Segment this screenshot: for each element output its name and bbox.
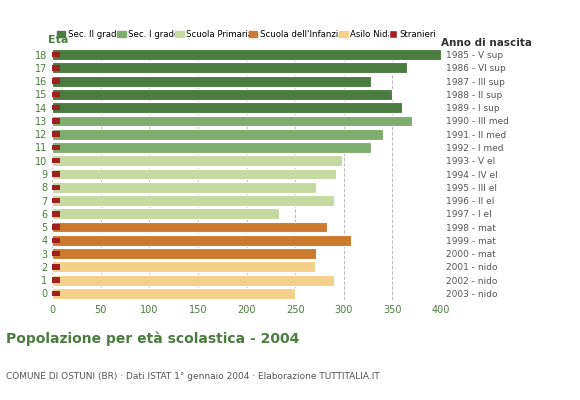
Bar [52,142,371,153]
Bar [52,89,392,100]
Bar [52,118,60,124]
Legend: Sec. II grado, Sec. I grado, Scuola Primaria, Scuola dell'Infanzia, Asilo Nido, : Sec. II grado, Sec. I grado, Scuola Prim… [56,30,437,39]
Bar [52,171,60,177]
Bar [52,195,334,206]
Text: Popolazione per età scolastica - 2004: Popolazione per età scolastica - 2004 [6,332,299,346]
Bar [52,248,317,259]
Bar [52,198,60,203]
Bar [52,52,60,57]
Bar [52,262,314,272]
Bar [52,208,278,219]
Bar [52,62,407,73]
Text: Età: Età [48,36,68,46]
Bar [52,251,60,256]
Bar [52,158,60,164]
Bar [52,65,60,71]
Bar [52,92,60,97]
Bar [52,132,60,137]
Bar [52,277,60,283]
Bar [52,264,60,270]
Bar [52,224,60,230]
Bar [52,76,371,86]
Bar [52,78,60,84]
Bar [52,155,342,166]
Bar [52,211,60,216]
Bar [52,102,402,113]
Bar [52,275,334,286]
Text: Anno di nascita: Anno di nascita [441,38,532,48]
Bar [52,182,317,193]
Bar [52,222,327,232]
Bar [52,235,351,246]
Bar [52,238,60,243]
Bar [52,288,295,299]
Bar [52,291,60,296]
Text: COMUNE DI OSTUNI (BR) · Dati ISTAT 1° gennaio 2004 · Elaborazione TUTTITALIA.IT: COMUNE DI OSTUNI (BR) · Dati ISTAT 1° ge… [6,372,379,381]
Bar [52,168,336,180]
Bar [52,184,60,190]
Bar [52,49,441,60]
Bar [52,116,412,126]
Bar [52,145,60,150]
Bar [52,129,383,140]
Bar [52,105,60,110]
